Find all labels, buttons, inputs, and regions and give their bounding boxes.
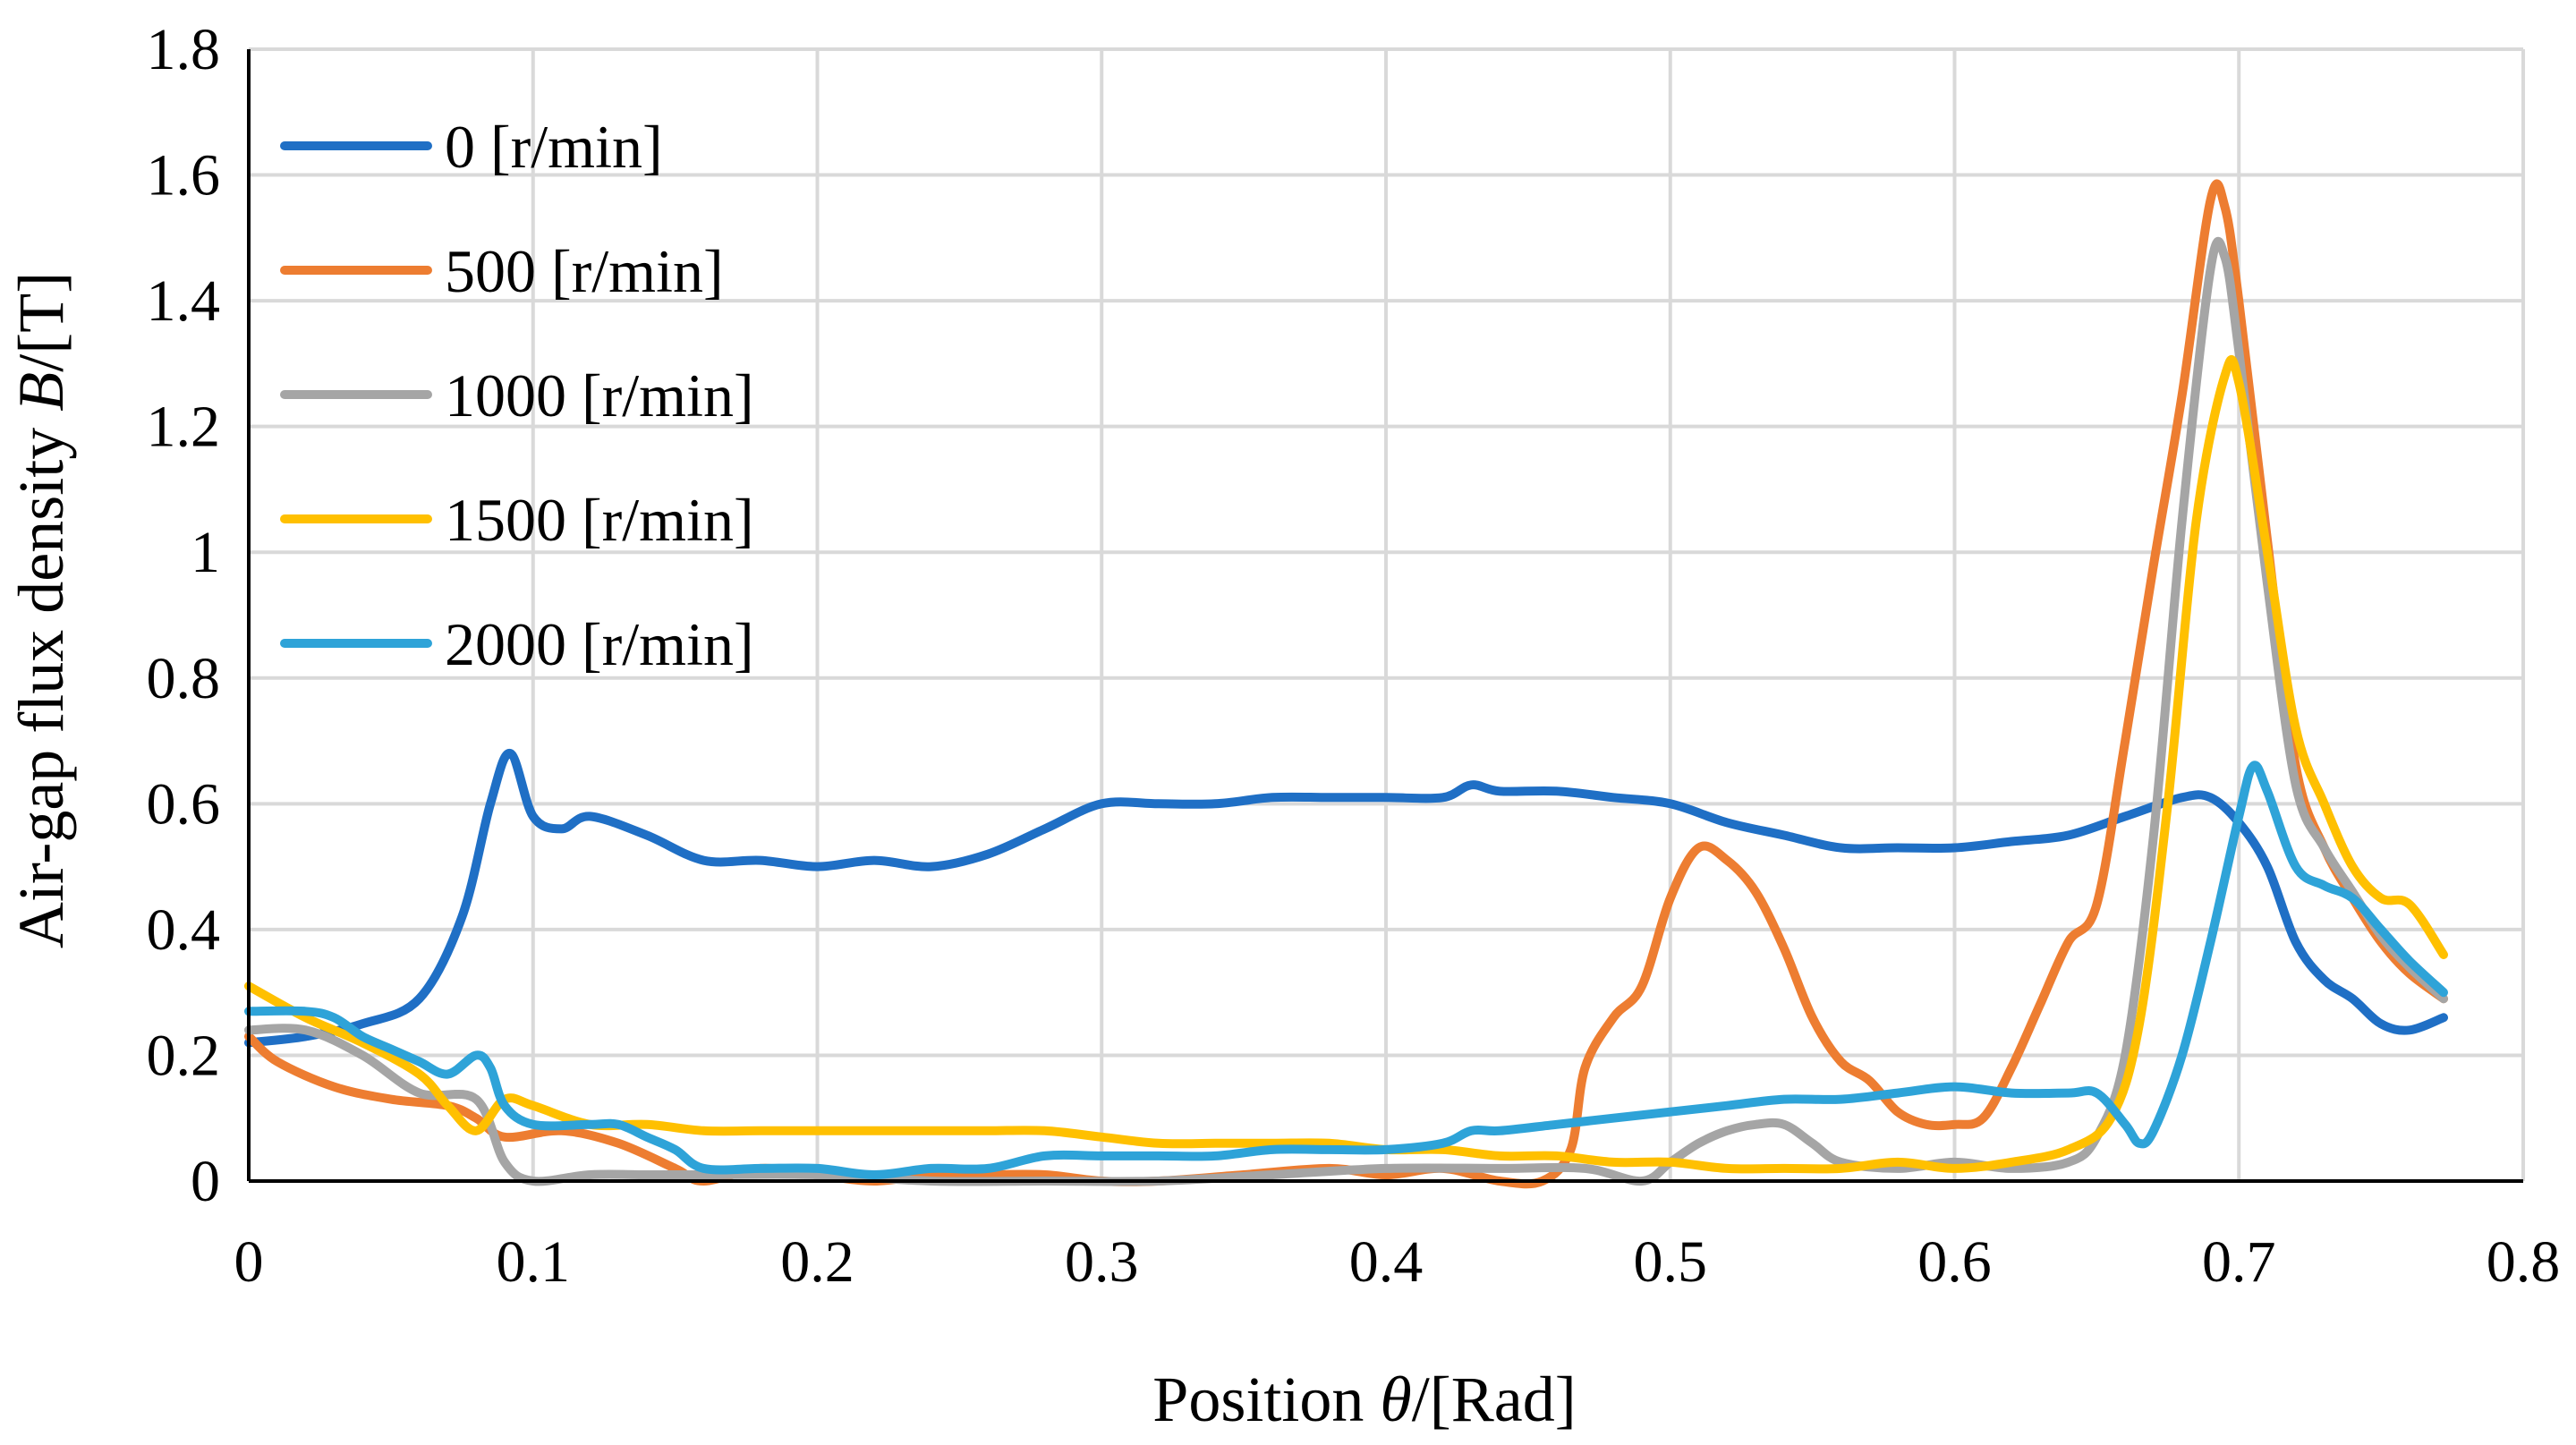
x-tick-label: 0.6 [1917, 1229, 1992, 1295]
x-tick-label: 0.1 [497, 1229, 571, 1295]
legend: 0 [r/min] 500 [r/min] 1000 [r/min] 1500 [r/… [280, 113, 754, 678]
legend-label-500-r-min: 500 [r/min] [445, 237, 724, 305]
y-tick-label: 1.2 [147, 395, 221, 460]
y-tick-label: 1.6 [147, 143, 221, 208]
y-tick-label: 1.4 [147, 268, 221, 334]
y-tick-label: 0.2 [147, 1023, 221, 1088]
legend-label-2000-r-min: 2000 [r/min] [445, 610, 754, 678]
series-lines [244, 179, 2448, 1189]
series-line-1500-r-min [244, 355, 2448, 1174]
x-tick-label: 0.2 [780, 1229, 854, 1295]
y-tick-label: 1 [191, 520, 220, 585]
x-tick-label: 0.7 [2202, 1229, 2276, 1295]
y-tick-label: 0.4 [147, 897, 221, 963]
series-line-1000-r-min [244, 236, 2448, 1186]
y-axis-title: Air-gap flux density B/[T] [5, 272, 77, 948]
legend-label-1500-r-min: 1500 [r/min] [445, 486, 754, 554]
x-axis-title: Position θ/[Rad] [1152, 1364, 1576, 1435]
series-line-0-r-min [244, 749, 2448, 1048]
tick-labels: 0 0.1 0.2 0.3 0.4 0.5 0.6 0.7 0.8 0 0.2 0.4 0.6 0.8 1 1… [147, 17, 2561, 1295]
series-line-2000-r-min [244, 761, 2448, 1179]
x-tick-label: 0.3 [1065, 1229, 1139, 1295]
y-tick-label: 1.8 [147, 17, 221, 82]
x-tick-label: 0 [234, 1229, 264, 1295]
x-tick-label: 0.8 [2487, 1229, 2561, 1295]
y-tick-label: 0.8 [147, 646, 221, 711]
legend-label-0-r-min: 0 [r/min] [445, 113, 663, 181]
x-tick-label: 0.5 [1634, 1229, 1708, 1295]
y-tick-label: 0 [191, 1149, 220, 1214]
x-tick-label: 0.4 [1349, 1229, 1424, 1295]
legend-label-1000-r-min: 1000 [r/min] [445, 361, 754, 429]
y-tick-label: 0.6 [147, 771, 221, 837]
axes [247, 49, 2523, 1183]
series-line-500-r-min [244, 179, 2448, 1189]
